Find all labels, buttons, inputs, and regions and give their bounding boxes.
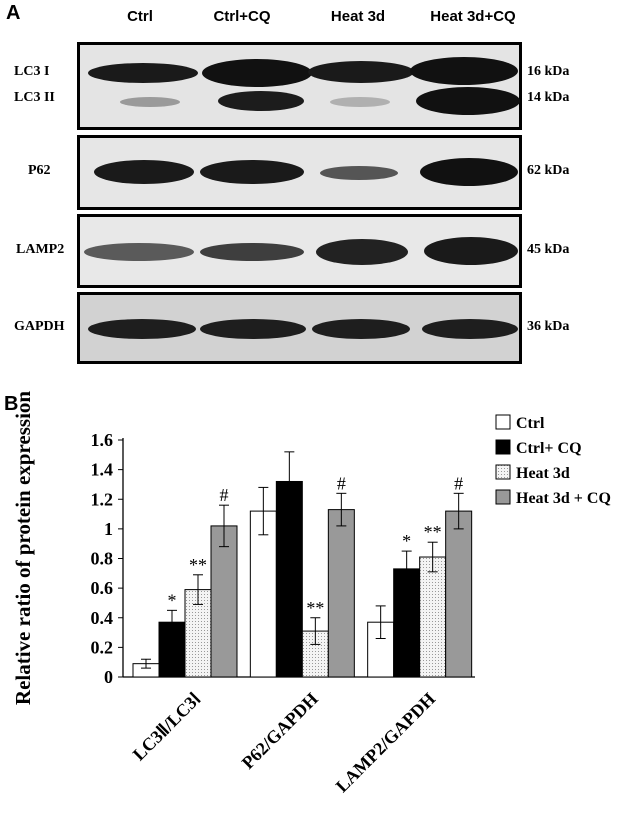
y-tick-label: 0.2 [91,637,114,657]
lc3-ii-band-ctrl [120,97,180,107]
legend-label: Ctrl [516,415,545,432]
panel-a-letter: A [6,2,21,24]
legend-swatch [495,414,511,430]
y-tick-label: 1.2 [91,489,114,509]
lc3-i-band-ctrl-cq [202,59,312,87]
y-tick-label: 1 [104,519,113,539]
x-tick-label: LAMP2/GAPDH [332,689,439,796]
lc3-i-band-ctrl [88,63,198,83]
x-tick-label: LC3Ⅱ/LC3Ⅰ [129,689,205,765]
p62-band-ctrl [94,160,194,184]
y-tick-label: 1.4 [91,460,114,480]
y-tick-label: 0.4 [91,608,114,628]
legend-label: Heat 3d + CQ [516,490,611,507]
lc3-ii-band-ctrl-cq [218,91,304,111]
y-tick-label: 0 [104,667,113,687]
x-tick-label: P62/GAPDH [238,689,322,773]
gapdh-label: GAPDH [14,319,65,334]
lamp2-band-ctrl [84,243,194,261]
bar [419,556,447,678]
p62-blot [77,135,522,210]
lc3-i-label: LC3 I [14,64,50,79]
gapdh-blot [77,292,522,364]
significance-mark: # [220,485,229,505]
p62-kda: 62 kDa [527,163,570,178]
p62-label: P62 [28,163,51,178]
legend-swatch [495,439,511,455]
panel-b-letter: B [4,393,19,415]
significance-mark: ** [189,555,207,575]
lc3-ii-band-heat-3d-cq [416,87,520,115]
p62-band-heat-3d-cq [420,158,518,186]
y-tick-label: 0.8 [91,549,114,569]
bar [210,525,238,678]
lamp2-band-ctrl-cq [200,243,304,261]
lane-label-heat-3d: Heat 3d [330,8,386,25]
y-tick-label: 1.6 [91,430,114,450]
significance-mark: ** [424,522,442,542]
lamp2-band-heat-3d [316,239,408,265]
lc3-ii-kda: 14 kDa [527,90,570,105]
lc3-blot [77,42,522,130]
lamp2-band-heat-3d-cq [424,237,518,265]
lc3-i-band-heat-3d-cq [410,57,518,85]
bar [249,510,277,678]
legend-label: Heat 3d [516,465,570,482]
bar [327,509,355,678]
legend-label: Ctrl+ CQ [516,440,582,457]
p62-band-ctrl-cq [200,160,304,184]
lc3-ii-label: LC3 II [14,90,55,105]
significance-mark: * [402,531,411,551]
lc3-ii-band-heat-3d [330,97,390,107]
gapdh-band-ctrl-cq [200,319,306,339]
lane-label-heat-3d-cq: Heat 3d+CQ [430,8,516,25]
gapdh-kda: 36 kDa [527,319,570,334]
gapdh-band-heat-3d-cq [422,319,518,339]
lc3-i-kda: 16 kDa [527,64,570,79]
legend-swatch [495,489,511,505]
legend-swatch [495,464,511,480]
bar [275,480,303,678]
lamp2-label: LAMP2 [16,242,65,257]
significance-mark: ** [306,598,324,618]
bar [445,510,473,678]
y-tick-label: 0.6 [91,578,114,598]
y-axis-label: Relative ratio of protein expression [11,391,35,706]
lamp2-blot [77,214,522,288]
gapdh-band-ctrl [88,319,196,339]
significance-mark: * [168,590,177,610]
significance-mark: # [337,473,346,493]
p62-band-heat-3d [320,166,398,180]
lane-label-ctrl-cq: Ctrl+CQ [213,8,271,25]
gapdh-band-heat-3d [312,319,410,339]
lane-label-ctrl: Ctrl [127,8,153,25]
significance-mark: # [454,473,463,493]
lamp2-kda: 45 kDa [527,242,570,257]
lc3-i-band-heat-3d [308,61,414,83]
